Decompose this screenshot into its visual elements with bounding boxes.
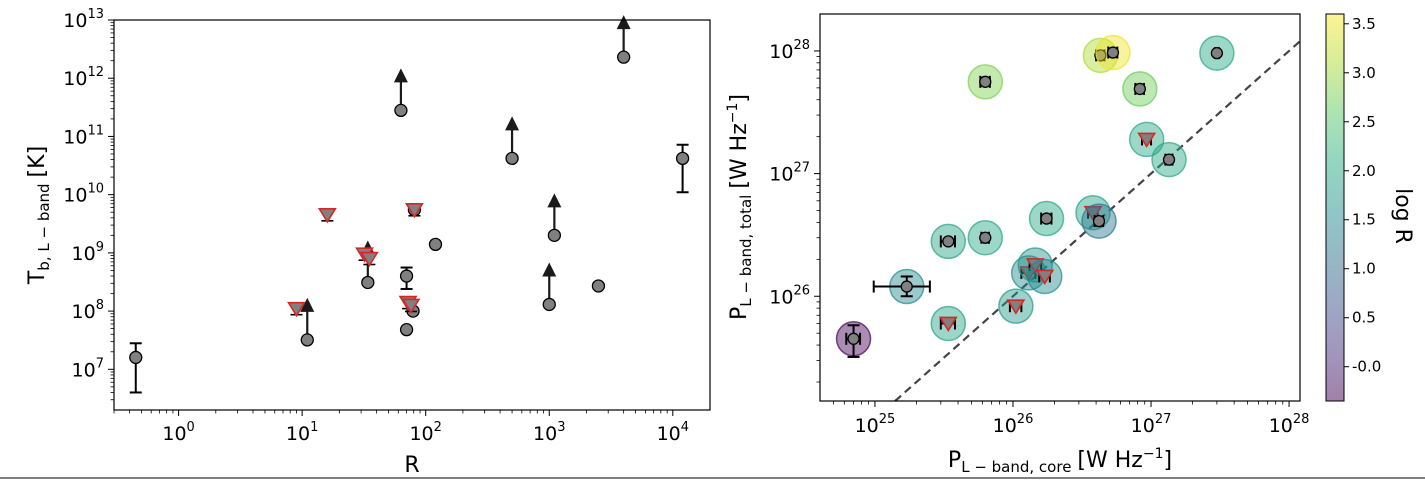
left-y-tick-label: 1012 xyxy=(63,65,104,90)
colorbar-tick-label: 2.5 xyxy=(1352,113,1376,131)
right-x-tick-label: 1028 xyxy=(1269,412,1310,437)
left-lower-limit-arrow-head xyxy=(616,15,631,30)
right-x-tick-label: 1027 xyxy=(1131,412,1172,437)
colorbar-tick-label: 0.5 xyxy=(1352,309,1376,327)
right-y-tick-label: 1028 xyxy=(769,38,810,63)
left-detection-point xyxy=(542,297,556,312)
left-detection-point xyxy=(399,322,414,337)
right-upper-limit-point xyxy=(1083,205,1103,222)
colorbar-tick-label: 3.0 xyxy=(1352,64,1376,82)
colorbar-tick-label: 2.0 xyxy=(1352,162,1376,180)
right-x-axis-label: PL − band, core [W Hz−1] xyxy=(948,446,1172,476)
right-x-tick-label: 1026 xyxy=(993,412,1034,437)
left-y-tick-label: 1013 xyxy=(63,7,104,32)
right-point xyxy=(847,332,860,345)
left-lower-limit-arrow-head xyxy=(542,262,557,277)
left-x-tick-label: 100 xyxy=(162,420,194,445)
colorbar-tick-label: 3.5 xyxy=(1352,15,1376,33)
left-detection-point xyxy=(399,269,414,283)
left-detection-point xyxy=(547,228,562,242)
left-x-tick-label: 103 xyxy=(533,420,565,445)
left-lower-limit-arrow-head xyxy=(505,116,520,131)
right-upper-limit-point xyxy=(1035,269,1055,285)
right-point xyxy=(1210,46,1224,60)
right-point xyxy=(979,231,992,244)
right-point xyxy=(1092,214,1106,228)
right-upper-limit-point xyxy=(938,316,958,332)
right-point xyxy=(1094,49,1107,62)
left-detection-point xyxy=(616,50,631,64)
colorbar-tick-label: 1.5 xyxy=(1352,211,1376,229)
colorbar-tick-label: -0.0 xyxy=(1352,358,1381,376)
right-x-tick-label: 1025 xyxy=(855,412,896,437)
left-x-axis-label: R xyxy=(404,453,419,478)
colorbar-frame xyxy=(1325,13,1345,402)
left-detection-point xyxy=(300,333,314,347)
right-y-axis-label: PL − band, total[W Hz−1] xyxy=(725,94,755,320)
left-x-tick-label: 101 xyxy=(286,420,318,445)
colorbar: -0.0 0.5 1.0 1.5 2.0 2.5 3.0 3.5 log R xyxy=(1325,13,1415,402)
left-marks xyxy=(129,15,690,394)
right-upper-limit-point xyxy=(1137,132,1157,148)
left-upper-limit-point xyxy=(317,208,337,224)
left-y-tick-label: 109 xyxy=(72,240,104,265)
left-upper-limit-point xyxy=(404,202,424,219)
left-y-tick-label: 108 xyxy=(72,298,104,323)
right-point xyxy=(1133,82,1147,96)
left-detection-point xyxy=(505,151,519,166)
right-point xyxy=(942,235,955,248)
left-upper-limit-point xyxy=(359,251,379,268)
right-ticks: 1025 1026 1027 1028 1026 1027 1028 xyxy=(769,38,1309,437)
right-y-tick-label: 1027 xyxy=(769,161,810,186)
left-detection-point xyxy=(394,103,408,118)
left-panel: 100 101 102 103 104 107 108 109 1010 1011 1012 1013… xyxy=(25,7,711,478)
left-axes-frame xyxy=(113,19,711,411)
left-y-tick-label: 107 xyxy=(72,356,104,381)
right-marks xyxy=(835,34,1301,402)
right-point xyxy=(1106,46,1120,59)
colorbar-label: log R xyxy=(1390,188,1415,244)
left-upper-limit-point xyxy=(287,301,306,318)
colorbar-gradient xyxy=(1326,14,1344,401)
colorbar-tick-label: 1.0 xyxy=(1352,260,1376,278)
right-panel: 1025 1026 1027 1028 1026 1027 1028 PL − band, … xyxy=(725,13,1309,476)
right-upper-limit-point xyxy=(1006,299,1026,315)
right-axes-frame xyxy=(819,13,1301,402)
right-point xyxy=(900,280,913,293)
left-lower-limit-arrow-head xyxy=(300,297,315,312)
left-y-axis-label: Tb, L − band[K] xyxy=(25,146,53,285)
left-detection-point xyxy=(591,279,606,293)
left-y-tick-label: 1010 xyxy=(63,182,104,207)
left-detection-point xyxy=(428,237,443,252)
colorbar-ticks: -0.0 0.5 1.0 1.5 2.0 2.5 3.0 3.5 xyxy=(1344,15,1381,376)
right-y-tick-label: 1026 xyxy=(769,283,810,308)
left-detection-point xyxy=(129,350,143,365)
left-lower-limit-arrow-head xyxy=(547,193,562,208)
left-detection-point xyxy=(361,275,375,290)
right-point xyxy=(979,75,992,88)
left-upper-limit-point xyxy=(401,298,421,314)
right-point xyxy=(1040,212,1053,225)
left-detection-point xyxy=(675,151,690,166)
left-ticks: 100 101 102 103 104 107 108 109 1010 1011 1012 1013 xyxy=(63,7,689,445)
left-x-tick-label: 104 xyxy=(657,420,689,445)
left-y-tick-label: 1011 xyxy=(63,123,104,148)
left-x-tick-label: 102 xyxy=(409,420,441,445)
right-point xyxy=(1162,153,1176,166)
left-lower-limit-arrow-head xyxy=(393,68,408,83)
